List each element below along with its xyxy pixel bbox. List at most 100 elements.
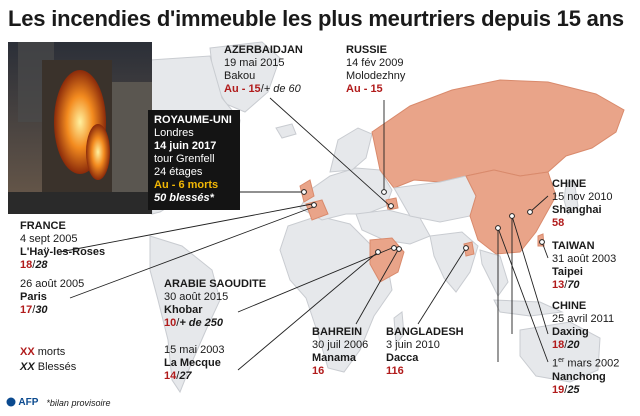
land-iceland bbox=[275, 123, 297, 139]
france1-injured: 28 bbox=[35, 259, 48, 271]
france2-toll: 17/30 bbox=[20, 304, 48, 316]
label-taiwan: TAIWAN 31 août 2003 Taipei 13/70 bbox=[552, 240, 616, 292]
azerbaijan-toll: Au - 15/+ de 60 bbox=[224, 83, 301, 95]
china3-toll: 19/25 bbox=[552, 383, 580, 396]
legend-deaths: XX morts bbox=[20, 345, 76, 360]
land-india bbox=[429, 231, 479, 293]
saudi2-toll: 14/27 bbox=[164, 370, 192, 382]
france1-city: L'Haÿ-les-Roses bbox=[20, 246, 106, 258]
marker-manama bbox=[396, 246, 402, 252]
bangladesh-date: 3 juin 2010 bbox=[386, 339, 440, 351]
taiwan-injured: 70 bbox=[567, 279, 580, 291]
marker-daxing bbox=[509, 213, 515, 219]
land-china bbox=[465, 169, 557, 255]
label-bahrain: BAHREIN 30 juil 2006 Manama 16 bbox=[312, 326, 368, 378]
russia-date: 14 fév 2009 bbox=[346, 57, 404, 69]
france1-toll: 18/28 bbox=[20, 259, 48, 271]
marker-dhaka bbox=[463, 245, 469, 251]
azerbaijan-deaths: Au - 15 bbox=[224, 83, 261, 95]
marker-paris bbox=[311, 202, 317, 208]
china3-date-rest: mars 2002 bbox=[564, 357, 620, 370]
uk-city: Londres bbox=[154, 127, 194, 139]
land-scandinavia bbox=[329, 127, 373, 173]
legend-injured-marker: XX bbox=[20, 361, 35, 373]
taiwan-city: Taipei bbox=[552, 266, 583, 278]
saudi1-deaths: 10 bbox=[164, 317, 177, 329]
saudi2-deaths: 14 bbox=[164, 370, 177, 382]
land-madagascar bbox=[393, 311, 405, 346]
legend-deaths-marker: XX bbox=[20, 346, 35, 358]
afp-logo-text: AFP bbox=[18, 397, 39, 408]
label-france-2: 26 août 2005 Paris 17/30 bbox=[20, 278, 84, 317]
france2-city: Paris bbox=[20, 291, 47, 303]
saudi1-city: Khobar bbox=[164, 304, 203, 316]
marker-molodezhny bbox=[381, 189, 387, 195]
bangladesh-city: Dacca bbox=[386, 352, 419, 364]
bahrain-deaths: 16 bbox=[312, 365, 325, 377]
marker-mecca bbox=[375, 249, 381, 255]
footer: AFP *bilan provisoire bbox=[6, 397, 110, 408]
label-saudi-2: 15 mai 2003 La Mecque 14/27 bbox=[164, 344, 225, 383]
land-australia bbox=[519, 321, 601, 383]
azerbaijan-city: Bakou bbox=[224, 70, 256, 82]
marker-khobar bbox=[391, 245, 397, 251]
land-south-america bbox=[149, 235, 221, 394]
afp-logo-icon bbox=[6, 397, 16, 407]
saudi2-city: La Mecque bbox=[164, 357, 221, 369]
china2-injured: 20 bbox=[567, 339, 580, 351]
china1-city: Shanghai bbox=[552, 204, 602, 216]
russia-deaths: Au - 15 bbox=[346, 83, 383, 95]
location-markers bbox=[301, 189, 545, 255]
france2-injured: 30 bbox=[35, 304, 48, 316]
saudi1-date: 30 août 2015 bbox=[164, 291, 229, 303]
taiwan-deaths: 13 bbox=[552, 279, 565, 291]
marker-baku bbox=[388, 203, 394, 209]
china1-deaths: 58 bbox=[552, 217, 565, 229]
saudi2-injured: 27 bbox=[179, 370, 192, 382]
bahrain-country: BAHREIN bbox=[312, 326, 363, 338]
uk-injured: 50 blessés* bbox=[154, 192, 214, 204]
label-bangladesh: BANGLADESH 3 juin 2010 Dacca 116 bbox=[386, 326, 464, 378]
taiwan-date: 31 août 2003 bbox=[552, 253, 617, 265]
uk-country: ROYAUME-UNI bbox=[154, 114, 232, 126]
russia-city: Molodezhny bbox=[346, 70, 406, 82]
azerbaijan-date: 19 mai 2015 bbox=[224, 57, 285, 69]
russia-country: RUSSIE bbox=[346, 44, 387, 56]
land-middle-east bbox=[355, 209, 431, 245]
taiwan-toll: 13/70 bbox=[552, 279, 580, 291]
china3-date: 1er mars 2002 bbox=[552, 354, 619, 371]
legend-injured-label: Blessés bbox=[37, 361, 77, 373]
label-saudi-1: ARABIE SAOUDITE 30 août 2015 Khobar 10/+… bbox=[164, 278, 266, 330]
china3-city: Nanchong bbox=[552, 370, 606, 383]
china2-toll: 18/20 bbox=[552, 339, 580, 351]
china3-date-day: 1 bbox=[552, 357, 559, 370]
land-russia bbox=[371, 79, 625, 189]
france2-date: 26 août 2005 bbox=[20, 278, 85, 290]
marker-london bbox=[301, 189, 307, 195]
china3-deaths: 19 bbox=[552, 383, 565, 396]
leader-saudi1 bbox=[237, 247, 393, 313]
bahrain-date: 30 juil 2006 bbox=[312, 339, 369, 351]
china2-city: Daxing bbox=[552, 326, 589, 338]
china3-injured: 25 bbox=[567, 383, 580, 396]
china2-date: 25 avril 2011 bbox=[552, 313, 615, 325]
photo-image bbox=[8, 42, 152, 214]
afp-logo: AFP bbox=[6, 397, 38, 408]
saudi1-injured: + de 250 bbox=[179, 317, 224, 329]
leader-china1 bbox=[529, 195, 549, 213]
azerbaijan-injured: + de 60 bbox=[263, 83, 301, 95]
marker-nanchong bbox=[495, 225, 501, 231]
label-azerbaijan: AZERBAIDJAN 19 mai 2015 Bakou Au - 15/+ … bbox=[224, 44, 303, 96]
france1-country: FRANCE bbox=[20, 220, 66, 232]
leader-azerbaijan bbox=[269, 97, 391, 207]
china1-date: 15 nov 2010 bbox=[552, 191, 613, 203]
bangladesh-deaths: 116 bbox=[386, 365, 404, 377]
leader-bangladesh bbox=[417, 247, 467, 325]
land-southeast-asia bbox=[479, 249, 509, 297]
china2-deaths: 18 bbox=[552, 339, 565, 351]
legend-injured: XX Blessés bbox=[20, 360, 76, 375]
saudi1-country: ARABIE SAOUDITE bbox=[164, 278, 267, 290]
leader-saudi2 bbox=[237, 251, 379, 371]
